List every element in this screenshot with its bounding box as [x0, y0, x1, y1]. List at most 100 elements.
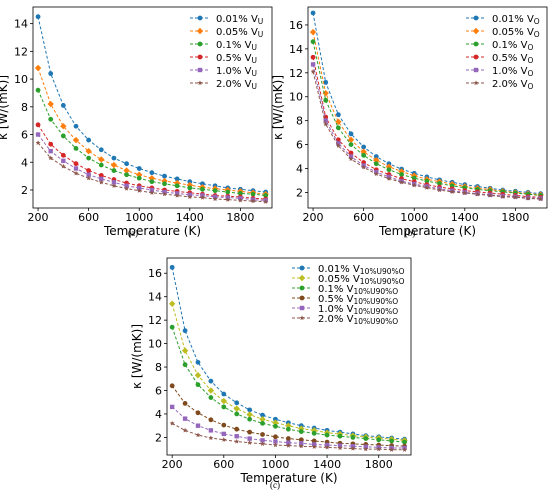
y-tick-label: 14 — [148, 291, 162, 304]
legend-label: 1.0% VO — [492, 66, 533, 78]
data-point — [449, 189, 455, 194]
data-point — [207, 387, 215, 394]
legend-marker — [473, 80, 479, 86]
data-point — [272, 442, 278, 448]
x-tick-label: 1400 — [451, 211, 479, 224]
data-point — [182, 328, 188, 334]
data-point — [162, 191, 167, 197]
panel-a: 200 600 1000 1400 1800 2 4 6 8 10 12 14 Temperature … — [0, 6, 273, 238]
data-point — [233, 405, 240, 412]
data-point — [246, 411, 253, 418]
data-point — [399, 179, 405, 185]
y-tick-label: 4 — [155, 408, 162, 421]
data-point — [247, 416, 253, 422]
data-point — [98, 179, 104, 185]
data-point — [212, 196, 218, 202]
data-point — [500, 194, 506, 199]
x-tick-label: 1800 — [501, 211, 529, 224]
data-point — [424, 178, 430, 184]
legend-label: 0.01% VU — [216, 14, 263, 26]
data-point — [323, 121, 329, 127]
data-point — [348, 150, 354, 156]
data-point — [525, 195, 531, 201]
x-axis-label: Temperature (K) — [378, 224, 476, 238]
data-point — [361, 164, 367, 170]
y-tick-label: 8 — [155, 361, 162, 374]
data-point — [220, 397, 228, 405]
legend-marker — [299, 305, 305, 311]
panel-c: 200 600 1000 1400 1800 2 4 6 8 10 12 14 16 Temperatur… — [130, 257, 412, 485]
data-point — [186, 181, 194, 189]
data-point — [247, 440, 253, 445]
data-point — [182, 401, 188, 406]
data-point — [225, 189, 231, 195]
data-point — [169, 383, 175, 389]
data-point — [149, 190, 155, 195]
legend-marker — [197, 15, 203, 21]
data-point — [376, 437, 382, 443]
data-point — [322, 89, 329, 97]
data-point — [48, 71, 54, 76]
data-point — [335, 118, 342, 126]
data-point — [310, 62, 316, 67]
data-point — [72, 136, 80, 144]
panel-b: 200 600 1000 1400 1800 2 4 6 8 10 12 14 16 Temperatur… — [271, 6, 548, 238]
legend-label-subscript: 10%U90%O — [353, 317, 398, 326]
data-point — [310, 54, 316, 60]
x-tick-label: 1800 — [365, 458, 393, 471]
data-point — [234, 434, 239, 439]
data-point — [285, 443, 291, 448]
y-tick-label: 10 — [148, 338, 162, 351]
y-tick-label: 4 — [21, 156, 28, 169]
data-point — [234, 400, 240, 406]
legend-label: 0.05% VU — [216, 27, 263, 39]
data-point — [149, 187, 155, 193]
data-point — [424, 185, 430, 190]
data-point — [181, 347, 189, 354]
data-point — [137, 185, 142, 191]
data-point — [99, 176, 104, 182]
data-point — [399, 172, 404, 177]
y-tick-label: 2 — [21, 184, 28, 197]
legend-label-subscript: U — [251, 69, 257, 78]
data-point — [182, 362, 188, 368]
legend-marker — [197, 80, 203, 86]
data-point — [162, 181, 167, 187]
data-point — [136, 188, 142, 193]
data-point — [337, 433, 343, 439]
data-point — [335, 125, 341, 131]
legend-marker — [197, 67, 203, 73]
data-point — [35, 14, 41, 20]
caption-a: (a) — [128, 228, 138, 238]
legend-label-subscript: 10%U90%O — [353, 307, 398, 316]
series-line — [312, 41, 541, 196]
data-point — [273, 439, 278, 444]
y-tick-label: 10 — [14, 73, 28, 86]
y-tick-label: 8 — [296, 115, 303, 128]
data-point — [86, 172, 91, 177]
x-tick-label: 200 — [162, 458, 183, 471]
data-point — [234, 438, 240, 444]
data-point — [208, 395, 214, 400]
legend-label-subscript: 10%U90%O — [360, 277, 405, 286]
x-tick-label: 1400 — [313, 458, 341, 471]
legend-label: 0.1% VU — [216, 40, 257, 52]
data-point — [437, 181, 442, 186]
data-point — [323, 118, 328, 123]
data-point — [225, 197, 231, 202]
legend-label: 2.0% VU — [216, 79, 257, 91]
data-point — [111, 155, 117, 161]
data-point — [86, 175, 92, 181]
y-axis-label: κ [W/(mK)] — [130, 324, 144, 389]
data-point — [60, 152, 66, 158]
data-point — [86, 137, 92, 143]
data-point — [259, 416, 266, 423]
plot-frame — [166, 257, 412, 456]
y-axis-label: κ [W/(mK)] — [0, 75, 10, 140]
legend-label: 0.5% VO — [492, 53, 533, 65]
legend-marker — [473, 67, 479, 73]
data-point — [85, 147, 92, 155]
data-point — [60, 123, 67, 130]
data-point — [273, 416, 278, 422]
data-point — [324, 432, 330, 438]
